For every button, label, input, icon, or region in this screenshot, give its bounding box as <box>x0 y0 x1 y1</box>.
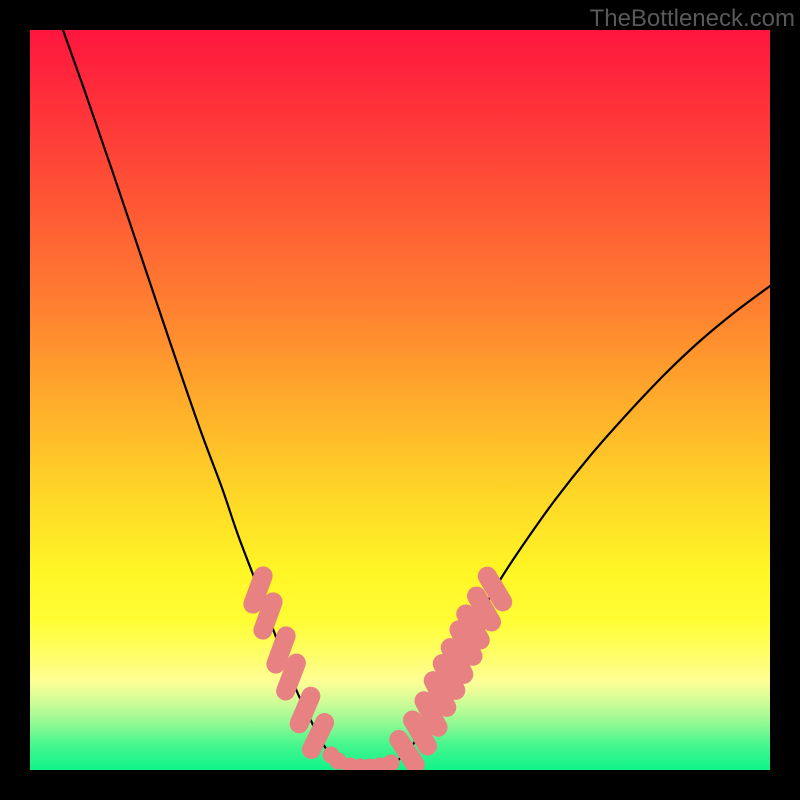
curve-marker <box>383 755 400 772</box>
watermark: TheBottleneck.com <box>590 5 795 33</box>
bottleneck-chart <box>0 0 800 800</box>
